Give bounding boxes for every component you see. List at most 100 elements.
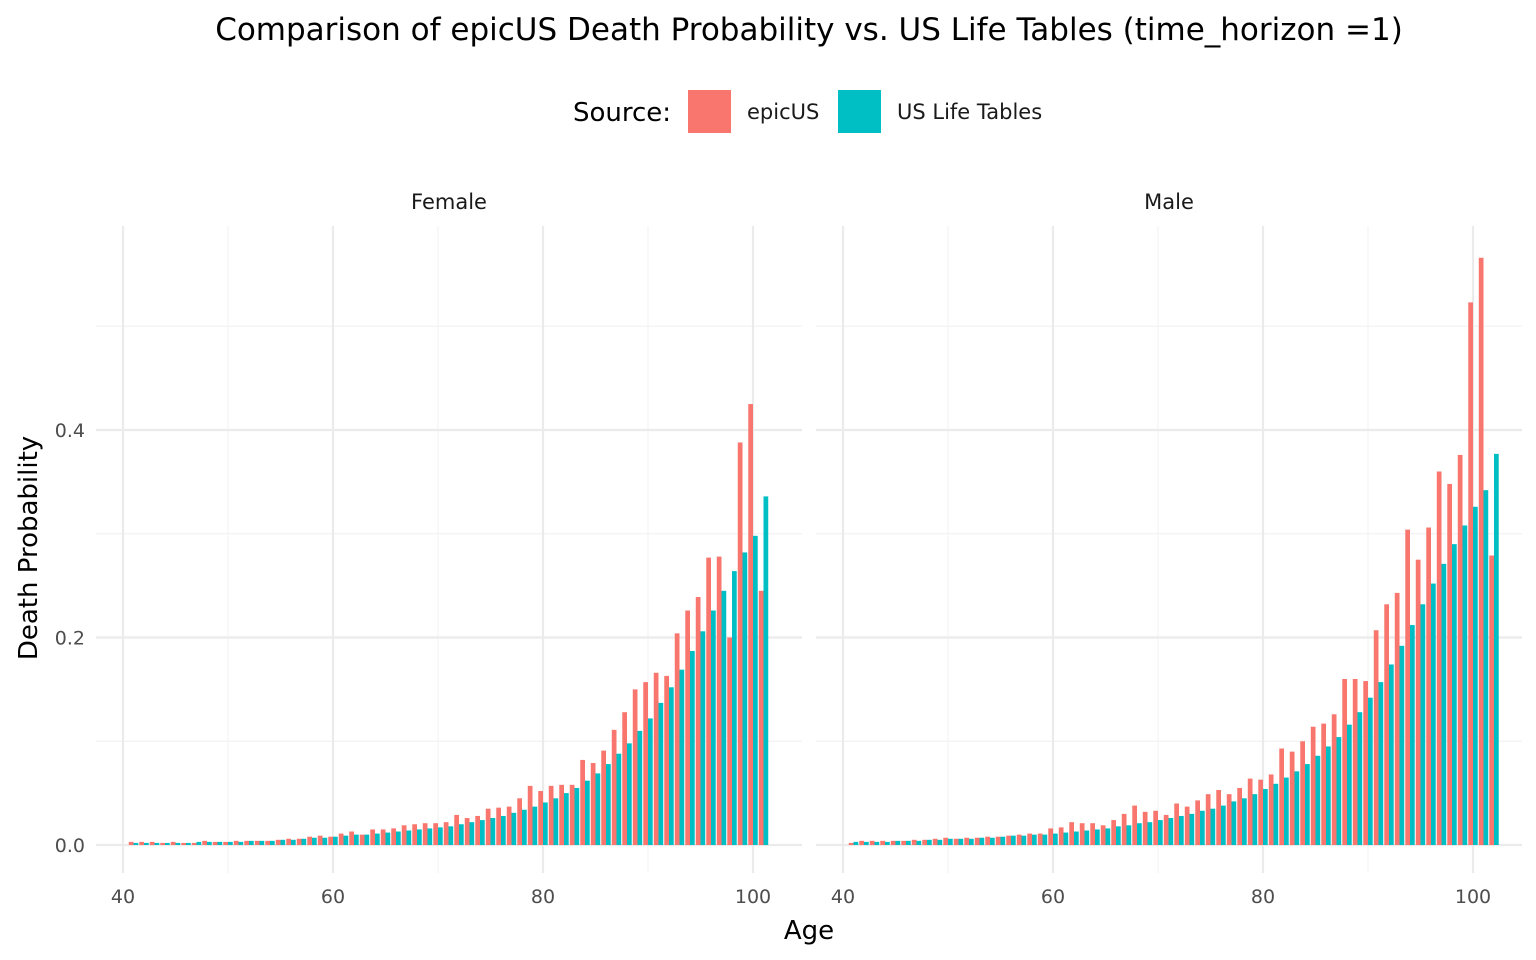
bar-epicus: [328, 836, 333, 845]
bar-epicus: [580, 759, 585, 845]
bar-epicus: [590, 763, 596, 845]
bar-us-life-tables: [291, 839, 296, 845]
bar-us-life-tables: [511, 812, 517, 845]
bar-us-life-tables: [595, 773, 601, 845]
bar-epicus: [1352, 679, 1358, 845]
bar-us-life-tables: [763, 496, 769, 845]
bar-us-life-tables: [1462, 525, 1468, 845]
bar-epicus: [454, 814, 459, 845]
x-tick-label: 60: [1041, 886, 1065, 908]
bar-us-life-tables: [906, 840, 911, 845]
bar-epicus: [1247, 778, 1253, 845]
bar-us-life-tables: [1221, 805, 1226, 845]
bar-epicus: [1415, 559, 1421, 845]
bar-us-life-tables: [742, 552, 748, 845]
bar-epicus: [212, 841, 218, 845]
bar-us-life-tables: [1336, 737, 1342, 845]
bar-epicus: [1184, 806, 1190, 845]
bar-epicus: [1163, 814, 1169, 845]
bar-epicus: [880, 840, 885, 845]
bar-epicus: [1268, 774, 1274, 845]
bar-epicus: [244, 840, 250, 845]
bar-epicus: [254, 840, 260, 845]
bar-us-life-tables: [1000, 836, 1006, 845]
bar-us-life-tables: [1399, 645, 1405, 845]
bar-epicus: [943, 837, 948, 845]
y-tick-label: 0.4: [55, 420, 85, 442]
bar-us-life-tables: [1441, 563, 1447, 845]
bar-epicus: [1216, 790, 1222, 845]
facet-label-male: Male: [1144, 190, 1194, 214]
bar-us-life-tables: [333, 836, 338, 845]
bar-epicus: [1489, 555, 1495, 845]
bar-epicus: [695, 597, 701, 845]
bar-us-life-tables: [927, 839, 932, 845]
bar-epicus: [1079, 823, 1085, 845]
bar-us-life-tables: [144, 842, 149, 845]
bar-epicus: [286, 838, 291, 845]
bar-epicus: [160, 842, 166, 845]
bar-epicus: [496, 807, 501, 845]
bar-epicus: [1300, 741, 1306, 845]
bar-us-life-tables: [553, 798, 559, 845]
bar-epicus: [202, 840, 208, 845]
bar-epicus: [296, 838, 302, 845]
bar-us-life-tables: [490, 818, 496, 845]
bar-us-life-tables: [1483, 490, 1489, 845]
bar-us-life-tables: [427, 828, 433, 845]
bar-us-life-tables: [1158, 820, 1163, 845]
bar-epicus: [869, 840, 875, 845]
bar-epicus: [1153, 810, 1159, 845]
bar-epicus: [548, 785, 554, 845]
bar-epicus: [727, 637, 732, 845]
bar-us-life-tables: [480, 820, 485, 845]
bar-epicus: [1058, 827, 1064, 845]
bar-us-life-tables: [1452, 544, 1457, 846]
bar-epicus: [643, 682, 648, 845]
bar-us-life-tables: [312, 837, 317, 845]
bar-epicus: [538, 791, 543, 845]
bar-us-life-tables: [175, 842, 181, 845]
bar-epicus: [1289, 751, 1295, 846]
bar-epicus: [1447, 483, 1453, 845]
bar-us-life-tables: [259, 840, 265, 845]
bar-us-life-tables: [133, 842, 139, 845]
bar-epicus: [748, 404, 753, 845]
bar-epicus: [611, 729, 617, 845]
bar-epicus: [485, 808, 491, 845]
x-axis-title: Age: [784, 916, 834, 946]
bar-epicus: [1100, 825, 1106, 845]
bar-us-life-tables: [1315, 755, 1321, 845]
bar-epicus: [848, 842, 854, 845]
bar-us-life-tables: [700, 631, 706, 845]
bar-us-life-tables: [459, 824, 464, 845]
bar-epicus: [995, 836, 1001, 845]
bar-us-life-tables: [532, 806, 538, 845]
bar-epicus: [307, 836, 312, 845]
x-tick-label: 80: [531, 886, 555, 908]
bar-us-life-tables: [627, 743, 632, 845]
bar-epicus: [1174, 803, 1180, 845]
bar-us-life-tables: [417, 829, 422, 845]
bar-epicus: [1069, 822, 1075, 845]
bar-us-life-tables: [948, 838, 953, 845]
bar-us-life-tables: [1263, 788, 1268, 845]
bar-epicus: [1205, 794, 1211, 845]
bar-epicus: [1331, 714, 1337, 845]
bar-epicus: [380, 829, 386, 845]
legend: Source: epicUS US Life Tables: [573, 90, 1042, 133]
bar-epicus: [685, 610, 690, 845]
bar-epicus: [1258, 779, 1264, 845]
bar-us-life-tables: [448, 826, 454, 845]
bar-us-life-tables: [916, 840, 922, 845]
bar-us-life-tables: [1189, 813, 1195, 846]
bar-us-life-tables: [385, 832, 391, 845]
bar-us-life-tables: [1347, 724, 1352, 845]
bar-us-life-tables: [669, 687, 674, 845]
bar-us-life-tables: [396, 831, 401, 845]
bar-epicus: [1405, 529, 1411, 845]
bar-us-life-tables: [280, 839, 286, 845]
bar-epicus: [128, 841, 134, 845]
bar-epicus: [953, 838, 959, 845]
